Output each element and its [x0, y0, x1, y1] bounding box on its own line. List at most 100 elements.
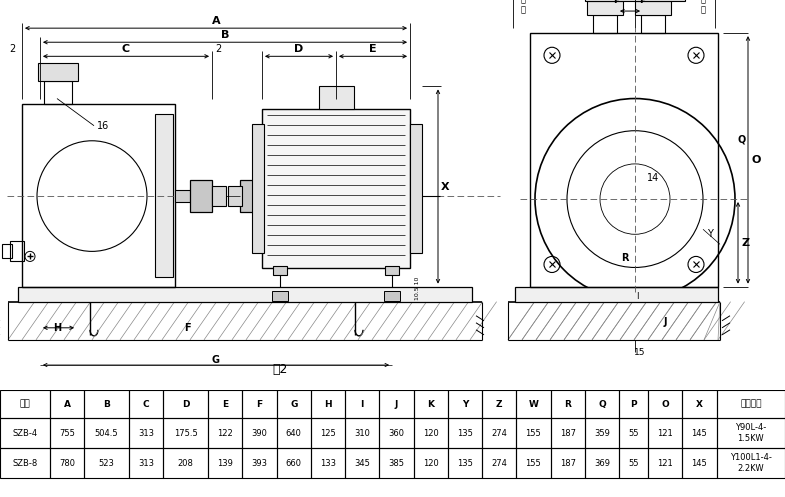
- Bar: [345, 448, 379, 478]
- Bar: [175, 190, 193, 202]
- Bar: [648, 448, 682, 478]
- Bar: [482, 418, 517, 448]
- Text: 出
口: 出 口: [520, 0, 525, 14]
- Bar: [384, 291, 400, 301]
- Bar: [410, 124, 422, 253]
- Bar: [379, 418, 414, 448]
- Text: C: C: [122, 44, 130, 54]
- Text: H: H: [324, 400, 332, 409]
- Text: J: J: [395, 400, 398, 409]
- Bar: [585, 448, 619, 478]
- Bar: [635, 1, 671, 15]
- Text: 15: 15: [634, 348, 646, 357]
- Bar: [682, 448, 717, 478]
- Bar: [414, 448, 447, 478]
- Text: 120: 120: [423, 428, 439, 437]
- Bar: [243, 418, 276, 448]
- Bar: [379, 390, 414, 418]
- Bar: [0, 390, 50, 418]
- Text: 145: 145: [692, 459, 707, 468]
- Text: J: J: [663, 317, 666, 327]
- Bar: [585, 0, 685, 1]
- Bar: [276, 418, 311, 448]
- Text: 133: 133: [320, 459, 336, 468]
- Text: 274: 274: [491, 428, 507, 437]
- Bar: [447, 390, 482, 418]
- Text: 187: 187: [560, 459, 575, 468]
- Text: R: R: [564, 400, 571, 409]
- Bar: [517, 448, 550, 478]
- Text: E: E: [222, 400, 228, 409]
- Bar: [273, 266, 287, 274]
- Text: 345: 345: [354, 459, 371, 468]
- Text: 2: 2: [215, 44, 221, 54]
- Bar: [129, 448, 163, 478]
- Bar: [129, 390, 163, 418]
- Text: Z: Z: [741, 238, 749, 248]
- Bar: [163, 448, 208, 478]
- Text: 640: 640: [286, 428, 301, 437]
- Bar: [262, 109, 410, 268]
- Text: 10.5 10: 10.5 10: [415, 276, 420, 300]
- Text: Y: Y: [707, 229, 713, 239]
- Bar: [50, 418, 84, 448]
- Text: 型号: 型号: [20, 400, 31, 409]
- Bar: [276, 448, 311, 478]
- Text: F: F: [184, 323, 190, 333]
- Bar: [717, 390, 785, 418]
- Text: D: D: [182, 400, 189, 409]
- Text: P: P: [630, 400, 637, 409]
- Bar: [619, 448, 648, 478]
- Text: Y90L-4-
1.5KW: Y90L-4- 1.5KW: [735, 423, 766, 443]
- Text: 14: 14: [647, 173, 659, 183]
- Text: SZB-4: SZB-4: [13, 428, 38, 437]
- Text: 图2: 图2: [272, 363, 287, 376]
- Text: SZB-8: SZB-8: [13, 459, 38, 468]
- Text: 504.5: 504.5: [95, 428, 119, 437]
- Text: P: P: [613, 0, 621, 5]
- Bar: [585, 418, 619, 448]
- Bar: [319, 86, 354, 109]
- Bar: [252, 124, 264, 253]
- Text: 125: 125: [320, 428, 336, 437]
- Bar: [0, 448, 50, 478]
- Text: 55: 55: [628, 428, 639, 437]
- Bar: [163, 418, 208, 448]
- Bar: [208, 418, 243, 448]
- Text: 122: 122: [217, 428, 233, 437]
- Text: 660: 660: [286, 459, 301, 468]
- Text: 313: 313: [138, 459, 154, 468]
- Text: Q: Q: [738, 135, 747, 145]
- Text: E: E: [369, 44, 377, 54]
- Text: 208: 208: [177, 459, 194, 468]
- Text: F: F: [257, 400, 262, 409]
- Bar: [243, 390, 276, 418]
- Text: 155: 155: [525, 428, 542, 437]
- Bar: [447, 448, 482, 478]
- Text: 155: 155: [525, 459, 542, 468]
- Bar: [682, 390, 717, 418]
- Bar: [530, 33, 718, 287]
- Text: 274: 274: [491, 459, 507, 468]
- Bar: [208, 390, 243, 418]
- Bar: [414, 390, 447, 418]
- Bar: [619, 418, 648, 448]
- Bar: [84, 418, 129, 448]
- Bar: [84, 390, 129, 418]
- Bar: [129, 418, 163, 448]
- Text: 进
口: 进 口: [700, 0, 706, 14]
- Bar: [38, 63, 78, 82]
- Bar: [619, 390, 648, 418]
- Text: 369: 369: [594, 459, 610, 468]
- Bar: [593, 15, 617, 33]
- Text: D: D: [294, 44, 304, 54]
- Bar: [517, 390, 550, 418]
- Bar: [345, 418, 379, 448]
- Bar: [585, 390, 619, 418]
- Text: 523: 523: [99, 459, 115, 468]
- Bar: [50, 448, 84, 478]
- Text: 175.5: 175.5: [173, 428, 198, 437]
- Bar: [648, 390, 682, 418]
- Bar: [22, 103, 175, 287]
- Text: 385: 385: [389, 459, 404, 468]
